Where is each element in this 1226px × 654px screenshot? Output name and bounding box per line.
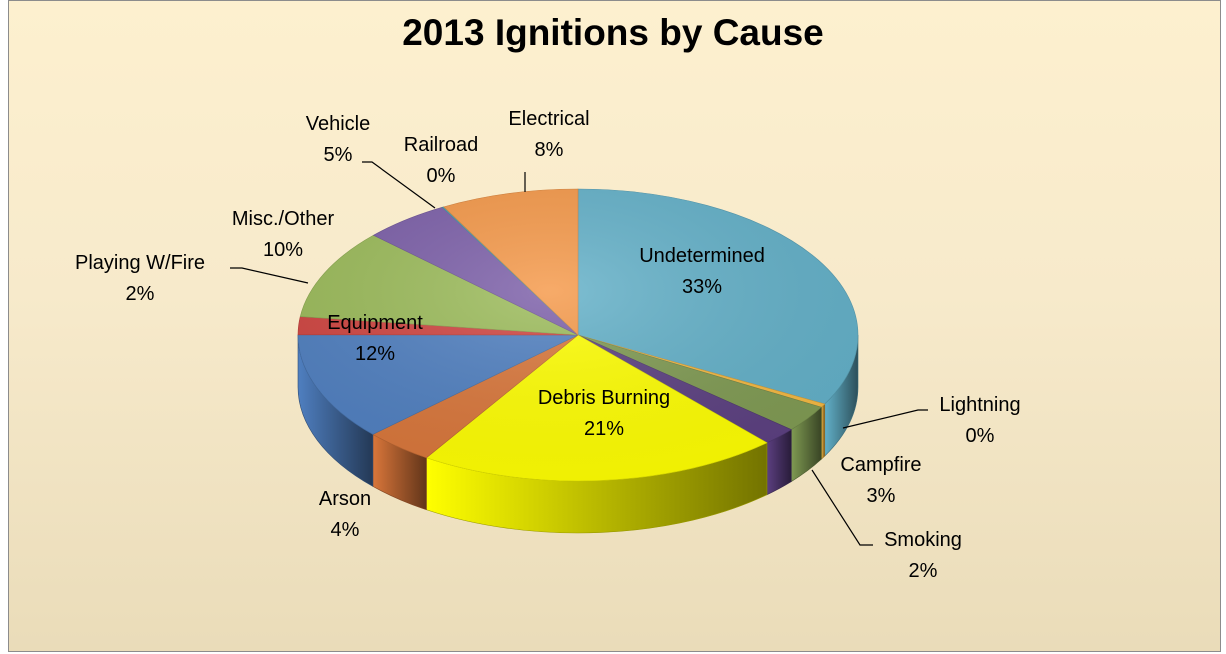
slice-value-campfire: 3%: [867, 485, 896, 507]
slice-value-equipment: 12%: [355, 343, 395, 365]
slice-value-railroad: 0%: [427, 165, 456, 187]
slice-label-electrical: Electrical: [508, 108, 589, 130]
chart-title: 2013 Ignitions by Cause: [402, 12, 824, 53]
slice-label-playing-w-fire: Playing W/Fire: [75, 252, 205, 274]
slice-label-equipment: Equipment: [327, 312, 423, 334]
slice-label-debris-burning: Debris Burning: [538, 387, 670, 409]
slice-label-undetermined: Undetermined: [639, 245, 765, 267]
slice-value-arson: 4%: [331, 519, 360, 541]
slice-value-misc-other: 10%: [263, 239, 303, 261]
slice-label-misc-other: Misc./Other: [232, 208, 335, 230]
slice-label-vehicle: Vehicle: [306, 113, 371, 135]
slice-label-campfire: Campfire: [840, 454, 921, 476]
slice-side-lightning: [821, 403, 826, 460]
slice-label-railroad: Railroad: [404, 134, 478, 156]
slice-value-debris-burning: 21%: [584, 418, 624, 440]
slice-label-smoking: Smoking: [884, 529, 962, 551]
slice-label-arson: Arson: [319, 488, 371, 510]
slice-value-playing-w-fire: 2%: [126, 283, 155, 305]
leader-line-vehicle: [362, 161, 436, 209]
slice-value-electrical: 8%: [535, 139, 564, 161]
leader-line-playing-w-fire: [230, 267, 309, 284]
slice-value-undetermined: 33%: [682, 276, 722, 298]
slice-value-vehicle: 5%: [324, 144, 353, 166]
slice-value-lightning: 0%: [966, 425, 995, 447]
slice-value-smoking: 2%: [909, 560, 938, 582]
slice-label-lightning: Lightning: [939, 394, 1020, 416]
leader-line-lightning: [842, 409, 928, 429]
leader-line-smoking: [811, 469, 873, 546]
